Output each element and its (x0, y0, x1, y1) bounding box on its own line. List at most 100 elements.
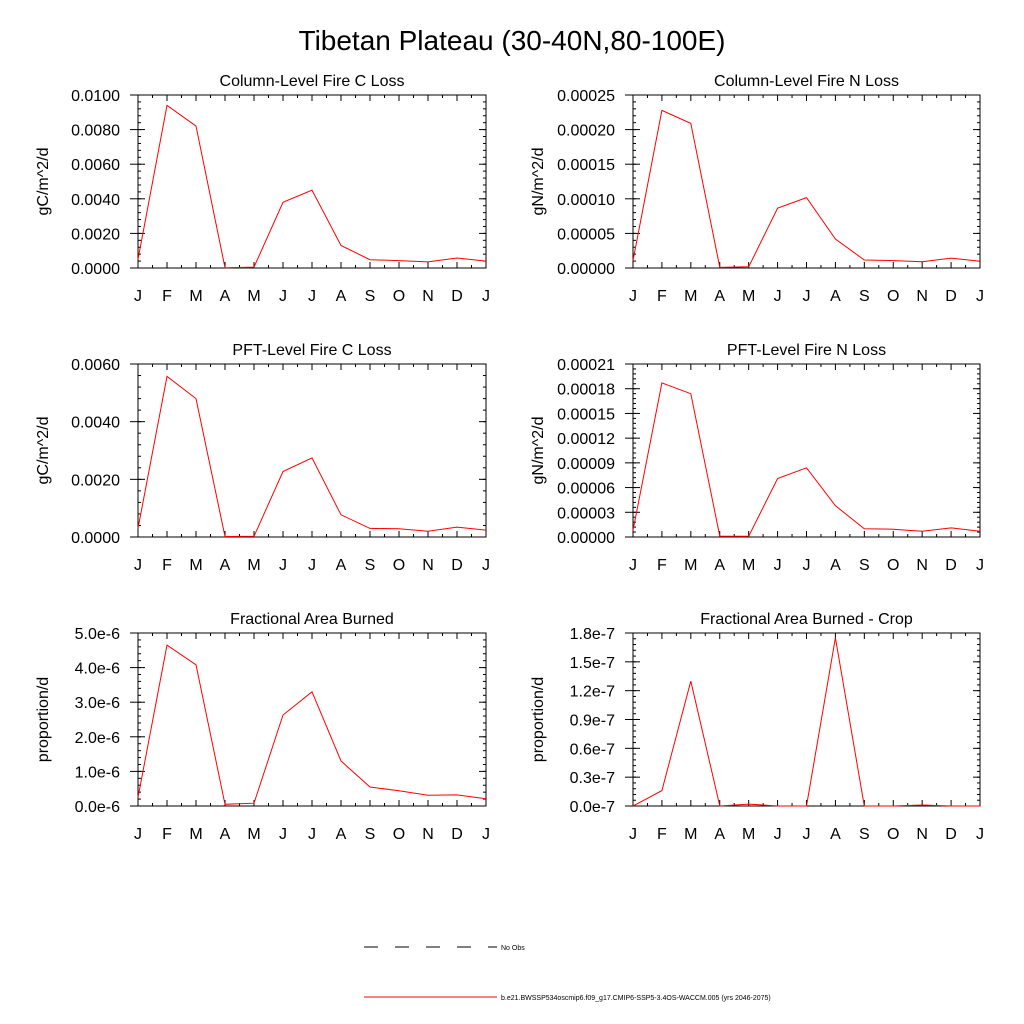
y-tick-label: 0.00005 (557, 226, 615, 243)
x-tick-label: J (774, 826, 782, 843)
x-tick-label: M (247, 557, 260, 574)
x-tick-label: J (134, 557, 142, 574)
x-tick-label: D (945, 557, 957, 574)
x-tick-label: A (714, 288, 725, 305)
x-tick-label: J (976, 288, 984, 305)
y-tick-label: 0.00021 (557, 357, 615, 374)
y-tick-label: 0.00010 (557, 192, 615, 209)
x-tick-label: J (482, 826, 490, 843)
y-tick-label: 0.00018 (557, 382, 615, 399)
x-tick-label: A (220, 826, 231, 843)
chart-title: Column-Level Fire N Loss (714, 73, 899, 90)
x-tick-label: J (774, 288, 782, 305)
x-tick-label: M (189, 288, 202, 305)
x-tick-label: J (803, 557, 811, 574)
x-tick-label: N (916, 557, 928, 574)
y-tick-label: 0.0040 (71, 415, 120, 432)
y-tick-label: 0.9e-7 (570, 713, 615, 730)
y-axis-label: proportion/d (35, 677, 52, 762)
y-tick-label: 0.00006 (557, 481, 615, 498)
y-axis-label: gN/m^2/d (530, 417, 547, 485)
y-tick-label: 5.0e-6 (75, 626, 120, 643)
y-axis-label: gC/m^2/d (35, 148, 52, 216)
x-tick-label: O (393, 288, 405, 305)
y-tick-label: 0.0000 (71, 261, 120, 278)
x-tick-label: N (916, 826, 928, 843)
plot-frame (632, 363, 981, 538)
y-tick-label: 0.0000 (71, 530, 120, 547)
y-axis-label: proportion/d (530, 677, 547, 762)
figure-title: Tibetan Plateau (30-40N,80-100E) (299, 25, 726, 56)
y-tick-label: 0.00000 (557, 261, 615, 278)
x-tick-label: N (422, 557, 434, 574)
plot-frame (137, 94, 487, 269)
series-line (137, 644, 487, 805)
x-tick-label: J (629, 288, 637, 305)
x-tick-label: J (629, 557, 637, 574)
y-axis-label: gN/m^2/d (530, 148, 547, 216)
x-tick-label: N (916, 288, 928, 305)
series-line (137, 375, 487, 538)
x-tick-label: A (336, 288, 347, 305)
y-tick-label: 0.00020 (557, 123, 615, 140)
x-tick-label: M (684, 288, 697, 305)
x-tick-label: O (393, 557, 405, 574)
x-tick-label: S (365, 288, 376, 305)
x-tick-label: J (482, 557, 490, 574)
x-tick-label: S (365, 557, 376, 574)
x-tick-label: S (859, 826, 870, 843)
x-tick-label: A (714, 826, 725, 843)
x-tick-label: F (657, 288, 667, 305)
x-tick-label: J (308, 288, 316, 305)
legend-model-label: b.e21.BWSSP534oscmip6.f09_g17.CMIP6-SSP5… (501, 995, 771, 1002)
x-tick-label: A (336, 557, 347, 574)
y-axis-label: gC/m^2/d (35, 417, 52, 485)
y-tick-label: 0.00015 (557, 157, 615, 174)
y-tick-label: 0.0040 (71, 192, 120, 209)
plot-frame (137, 363, 487, 538)
series-line (632, 109, 981, 268)
y-tick-label: 1.0e-6 (75, 764, 120, 781)
x-tick-label: M (247, 826, 260, 843)
x-tick-label: F (657, 826, 667, 843)
y-tick-label: 1.5e-7 (570, 655, 615, 672)
x-tick-label: O (887, 557, 899, 574)
chart-title: PFT-Level Fire C Loss (232, 342, 391, 359)
y-tick-label: 0.0e-7 (570, 799, 615, 816)
y-tick-label: 0.0e-6 (75, 799, 120, 816)
x-tick-label: D (451, 288, 463, 305)
x-tick-label: A (830, 288, 841, 305)
y-tick-label: 0.0100 (71, 88, 120, 105)
y-tick-label: 3.0e-6 (75, 695, 120, 712)
x-tick-label: J (279, 826, 287, 843)
chart-title: PFT-Level Fire N Loss (727, 342, 886, 359)
x-tick-label: O (393, 826, 405, 843)
y-tick-label: 0.00025 (557, 88, 615, 105)
x-tick-label: J (308, 826, 316, 843)
x-tick-label: J (803, 288, 811, 305)
chart-title: Fractional Area Burned - Crop (700, 611, 913, 628)
x-tick-label: J (629, 826, 637, 843)
x-tick-label: F (162, 557, 172, 574)
x-tick-label: A (830, 557, 841, 574)
y-tick-label: 0.00009 (557, 456, 615, 473)
y-tick-label: 0.0060 (71, 357, 120, 374)
x-tick-label: A (830, 826, 841, 843)
series-line (137, 104, 487, 269)
x-tick-label: O (887, 826, 899, 843)
x-tick-label: A (714, 557, 725, 574)
x-tick-label: D (451, 826, 463, 843)
x-tick-label: O (887, 288, 899, 305)
x-tick-label: J (134, 288, 142, 305)
y-tick-label: 0.0020 (71, 226, 120, 243)
x-tick-label: J (308, 557, 316, 574)
x-tick-label: S (859, 288, 870, 305)
x-tick-label: J (279, 288, 287, 305)
y-tick-label: 1.2e-7 (570, 684, 615, 701)
